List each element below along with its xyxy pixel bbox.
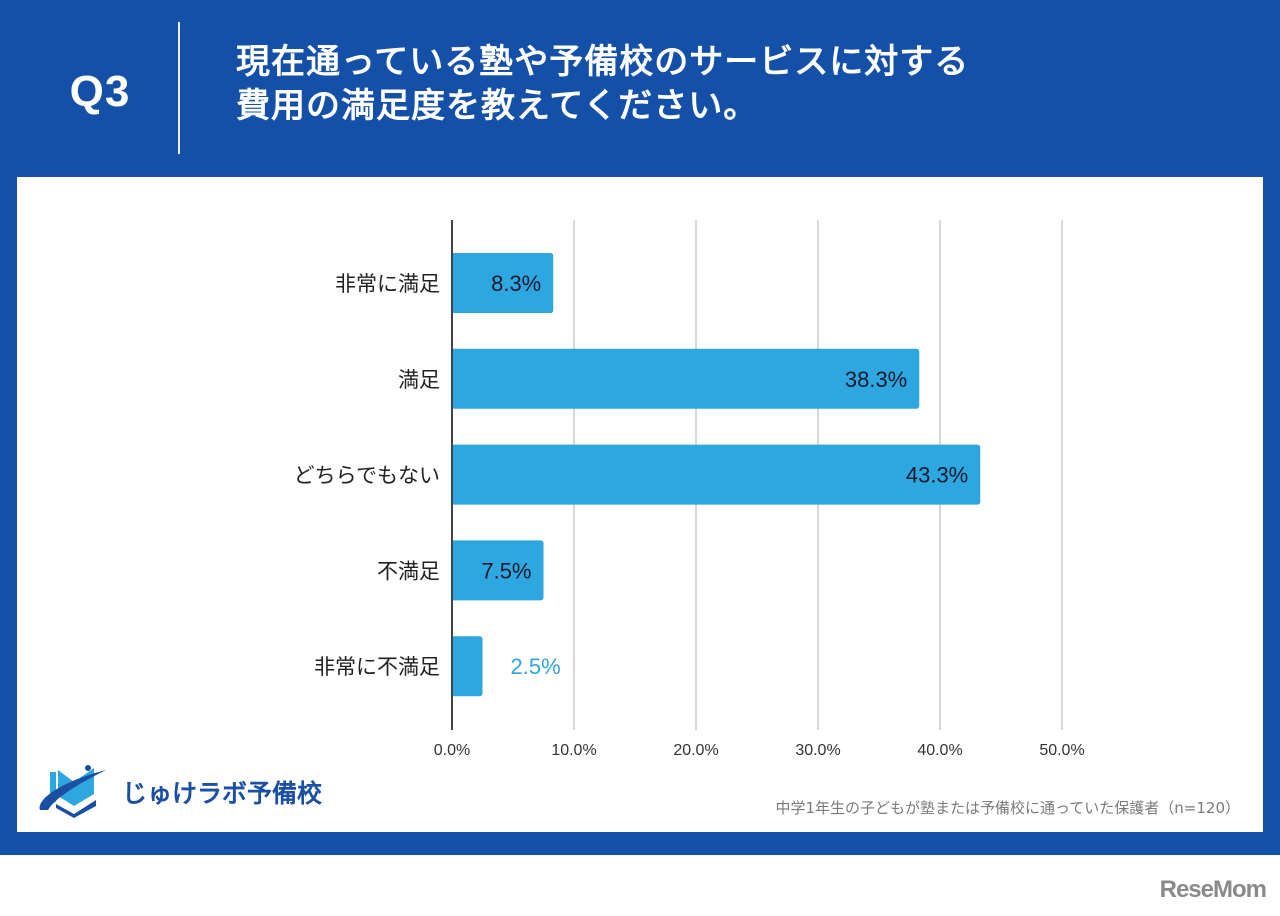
- question-title: 現在通っている塾や予備校のサービスに対する 費用の満足度を教えてください。: [236, 40, 1196, 128]
- category-label: 非常に不満足: [314, 655, 440, 679]
- x-tick-label: 10.0%: [551, 742, 596, 759]
- category-label: 不満足: [377, 559, 440, 583]
- value-label: 38.3%: [845, 367, 907, 392]
- header-divider: [178, 22, 180, 154]
- value-label: 43.3%: [906, 463, 968, 488]
- brand-name: じゅけラボ予備校: [122, 779, 323, 808]
- x-tick-label: 30.0%: [795, 742, 840, 759]
- category-label: 非常に満足: [335, 272, 440, 296]
- brand-logo: じゅけラボ予備校: [36, 762, 336, 818]
- sample-note: 中学1年生の子どもが塾または予備校に通っていた保護者（n=120）: [775, 799, 1240, 817]
- value-label: 2.5%: [511, 654, 561, 679]
- category-label: どちらでもない: [294, 464, 440, 488]
- bar: [452, 253, 554, 313]
- value-labels: 8.3% 38.3% 43.3% 7.5% 2.5%: [481, 271, 968, 679]
- value-label: 7.5%: [481, 558, 531, 583]
- bar: [452, 444, 981, 505]
- open-book-orbit-icon: [39, 765, 106, 818]
- x-tick-label: 40.0%: [917, 742, 962, 759]
- bar: [452, 348, 920, 409]
- question-number: Q3: [69, 67, 131, 116]
- category-label: 満足: [398, 368, 440, 392]
- question-title-line1: 現在通っている塾や予備校のサービスに対する: [236, 42, 970, 82]
- bar: [452, 636, 483, 697]
- value-label: 8.3%: [491, 271, 541, 296]
- bars: [452, 253, 981, 697]
- bar: [452, 540, 544, 601]
- watermark-logo: ReseMom: [1159, 876, 1267, 903]
- x-tick-labels: 0.0% 10.0% 20.0% 30.0% 40.0% 50.0%: [434, 742, 1085, 759]
- x-tick-label: 20.0%: [673, 742, 718, 759]
- question-title-line2: 費用の満足度を教えてください。: [236, 86, 759, 126]
- x-tick-label: 50.0%: [1039, 742, 1084, 759]
- x-tick-label: 0.0%: [434, 742, 470, 759]
